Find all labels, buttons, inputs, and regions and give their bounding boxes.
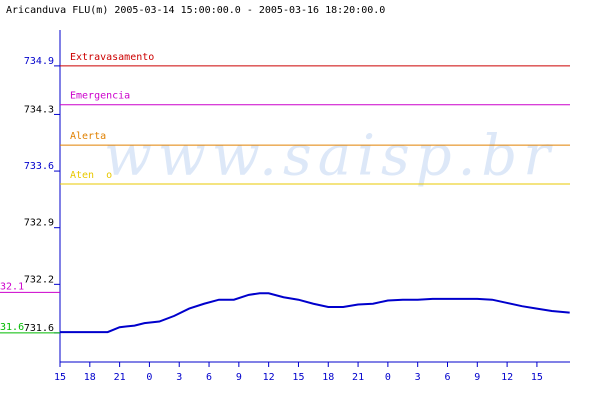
- x-tick-label: 6: [206, 372, 212, 383]
- data-line: [60, 292, 570, 334]
- x-tick-label: 18: [84, 372, 96, 383]
- x-tick-label: 21: [114, 372, 126, 383]
- x-tick-label: 21: [352, 372, 364, 383]
- level-marker-label: 732.1: [0, 281, 24, 292]
- y-tick-label: 731.6: [24, 323, 54, 334]
- x-tick-label: 6: [444, 372, 450, 383]
- watermark: www.saisp.br: [104, 124, 556, 189]
- x-tick-label: 12: [501, 372, 513, 383]
- x-tick-label: 3: [415, 372, 421, 383]
- x-tick-label: 18: [322, 372, 334, 383]
- threshold-label: Emergencia: [70, 91, 130, 102]
- x-tick-label: 12: [263, 372, 275, 383]
- y-tick-label: 732.2: [24, 274, 54, 285]
- x-tick-label: 15: [54, 372, 66, 383]
- x-tick-label: 0: [146, 372, 152, 383]
- x-tick-label: 15: [531, 372, 543, 383]
- threshold-label: Aten o: [70, 170, 112, 181]
- x-tick-label: 9: [236, 372, 242, 383]
- y-tick-label: 734.9: [24, 56, 54, 67]
- chart-title: Aricanduva FLU(m) 2005-03-14 15:00:00.0 …: [6, 5, 385, 16]
- threshold-label: Extravasamento: [70, 52, 154, 63]
- level-marker-label: 731.6: [0, 322, 24, 333]
- threshold-label: Alerta: [70, 131, 106, 142]
- y-tick-label: 733.6: [24, 161, 54, 172]
- y-tick-label: 734.3: [24, 104, 54, 115]
- x-tick-label: 0: [385, 372, 391, 383]
- x-tick-label: 9: [474, 372, 480, 383]
- x-tick-label: 15: [292, 372, 304, 383]
- y-tick-label: 732.9: [24, 218, 54, 229]
- x-tick-label: 3: [176, 372, 182, 383]
